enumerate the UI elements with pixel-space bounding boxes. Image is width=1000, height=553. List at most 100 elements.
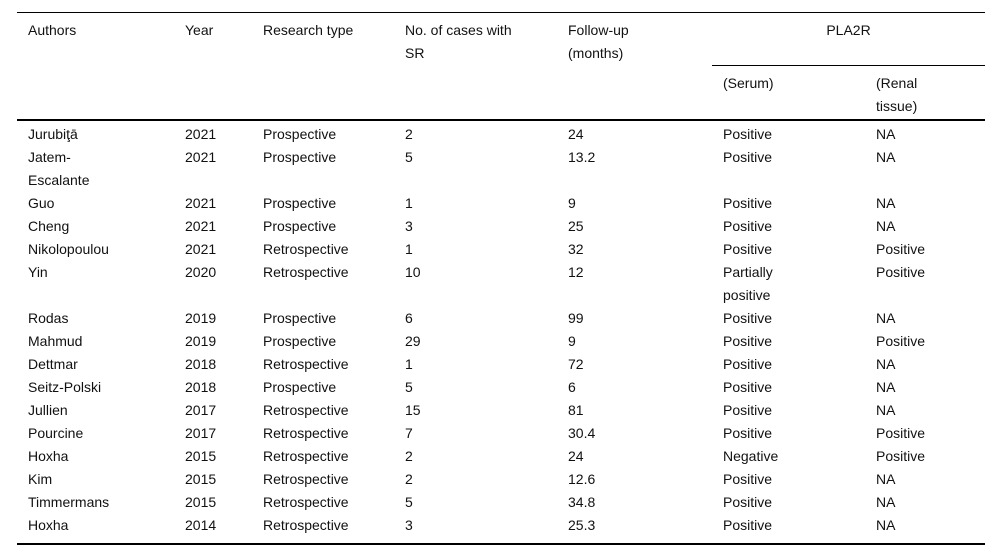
cell-year: 2019	[185, 309, 217, 326]
cell-cases-with-sr: 3	[405, 217, 413, 234]
studies-table: Authors Year Research type No. of cases …	[17, 12, 986, 545]
table-row: Guo 2021 Prospective 1 9 Positive NA	[17, 192, 985, 215]
cell-cases-with-sr: 3	[405, 516, 413, 533]
cell-year: 2018	[185, 378, 217, 395]
cell-authors: Kim	[28, 470, 53, 487]
cell-follow-up: 81	[568, 401, 584, 418]
cell-authors: Yin	[28, 263, 48, 280]
cell-authors: Nikolopoulou	[28, 240, 109, 257]
cell-research-type: Retrospective	[263, 516, 349, 533]
cell-authors: Mahmud	[28, 332, 83, 349]
cell-pla2r-serum: Positive	[723, 309, 773, 326]
cell-research-type: Retrospective	[263, 447, 349, 464]
table-row: Jurubiţā 2021 Prospective 2 24 Positive NA	[17, 120, 985, 146]
cell-pla2r-serum: Positive	[723, 332, 773, 349]
cell-pla2r-renal: NA	[876, 401, 896, 418]
cell-pla2r-renal: Positive	[876, 240, 926, 257]
col-header-pla2r-group: PLA2R	[712, 12, 986, 66]
cell-pla2r-serum: Positive	[723, 194, 773, 211]
cell-research-type: Retrospective	[263, 263, 349, 280]
table-row: Yin 2020 Retrospective 10 12 Partially positi…	[17, 261, 985, 307]
cell-follow-up: 9	[568, 332, 576, 349]
cell-year: 2020	[185, 263, 217, 280]
cell-research-type: Retrospective	[263, 240, 349, 257]
cell-follow-up: 25	[568, 217, 584, 234]
cell-research-type: Prospective	[263, 309, 337, 326]
cell-pla2r-renal: Positive	[876, 424, 926, 441]
cell-follow-up: 34.8	[568, 493, 596, 510]
cell-follow-up: 72	[568, 355, 584, 372]
cell-research-type: Retrospective	[263, 424, 349, 441]
cell-pla2r-serum: Positive	[723, 470, 773, 487]
cell-cases-with-sr: 5	[405, 493, 413, 510]
cell-pla2r-serum: Positive	[723, 217, 773, 234]
cell-follow-up: 25.3	[568, 516, 596, 533]
cell-year: 2015	[185, 470, 217, 487]
cell-pla2r-renal: NA	[876, 355, 896, 372]
table-row: Rodas 2019 Prospective 6 99 Positive NA	[17, 307, 985, 330]
cell-pla2r-renal: NA	[876, 194, 896, 211]
cell-authors: Jurubiţā	[28, 125, 78, 142]
col-header-pla2r-serum: (Serum)	[712, 65, 865, 121]
cell-cases-with-sr: 1	[405, 194, 413, 211]
cell-year: 2021	[185, 194, 217, 211]
cell-year: 2014	[185, 516, 217, 533]
cell-authors: Rodas	[28, 309, 69, 326]
table-body: Jurubiţā 2021 Prospective 2 24 Positive NA Jate…	[17, 120, 985, 544]
cell-research-type: Retrospective	[263, 355, 349, 372]
table-row: Timmermans 2015 Retrospective 5 34.8 Positive…	[17, 491, 985, 514]
cell-cases-with-sr: 5	[405, 148, 413, 165]
table-header: Authors Year Research type No. of cases …	[17, 12, 986, 121]
cell-cases-with-sr: 10	[405, 263, 421, 280]
cell-pla2r-serum: Positive	[723, 378, 773, 395]
cell-follow-up: 24	[568, 447, 584, 464]
cell-cases-with-sr: 1	[405, 355, 413, 372]
cell-authors: Jatem- Escalante	[28, 148, 90, 188]
header-row-main: Authors Year Research type No. of cases …	[17, 12, 986, 121]
col-header-authors: Authors	[17, 12, 174, 121]
cell-cases-with-sr: 2	[405, 447, 413, 464]
cell-pla2r-serum: Positive	[723, 424, 773, 441]
cell-pla2r-renal: NA	[876, 493, 896, 510]
cell-authors: Hoxha	[28, 516, 69, 533]
cell-year: 2018	[185, 355, 217, 372]
table-row: Kim 2015 Retrospective 2 12.6 Positive NA	[17, 468, 985, 491]
cell-cases-with-sr: 29	[405, 332, 421, 349]
cell-pla2r-serum: Positive	[723, 493, 773, 510]
cell-authors: Guo	[28, 194, 55, 211]
header-row-sub: (Serum) (Renal tissue)	[17, 65, 986, 121]
col-header-cases-with-sr: No. of cases with SR	[394, 12, 557, 121]
cell-follow-up: 9	[568, 194, 576, 211]
cell-cases-with-sr: 5	[405, 378, 413, 395]
cell-pla2r-serum: Partially positive	[723, 263, 773, 303]
cell-pla2r-serum: Negative	[723, 447, 779, 464]
cell-follow-up: 99	[568, 309, 584, 326]
cell-research-type: Prospective	[263, 378, 337, 395]
table-row: Seitz-Polski 2018 Prospective 5 6 Positive NA	[17, 376, 985, 399]
table-row: Pourcine 2017 Retrospective 7 30.4 Positive Po…	[17, 422, 985, 445]
cell-authors: Cheng	[28, 217, 70, 234]
cell-cases-with-sr: 7	[405, 424, 413, 441]
cell-authors: Pourcine	[28, 424, 84, 441]
cell-follow-up: 12	[568, 263, 584, 280]
table-row: Mahmud 2019 Prospective 29 9 Positive Positive	[17, 330, 985, 353]
cell-research-type: Retrospective	[263, 470, 349, 487]
cell-year: 2021	[185, 240, 217, 257]
cell-research-type: Retrospective	[263, 401, 349, 418]
cell-pla2r-renal: NA	[876, 217, 896, 234]
cell-year: 2015	[185, 447, 217, 464]
cell-pla2r-serum: Positive	[723, 401, 773, 418]
cell-research-type: Prospective	[263, 148, 337, 165]
cell-pla2r-renal: Positive	[876, 447, 926, 464]
cell-follow-up: 32	[568, 240, 584, 257]
cell-research-type: Prospective	[263, 125, 337, 142]
cell-year: 2019	[185, 332, 217, 349]
cell-pla2r-serum: Positive	[723, 240, 773, 257]
table-row: Cheng 2021 Prospective 3 25 Positive NA	[17, 215, 985, 238]
cell-authors: Seitz-Polski	[28, 378, 102, 395]
cell-cases-with-sr: 2	[405, 470, 413, 487]
cell-pla2r-serum: Positive	[723, 148, 773, 165]
cell-year: 2015	[185, 493, 217, 510]
table-row: Hoxha 2015 Retrospective 2 24 Negative Positiv…	[17, 445, 985, 468]
